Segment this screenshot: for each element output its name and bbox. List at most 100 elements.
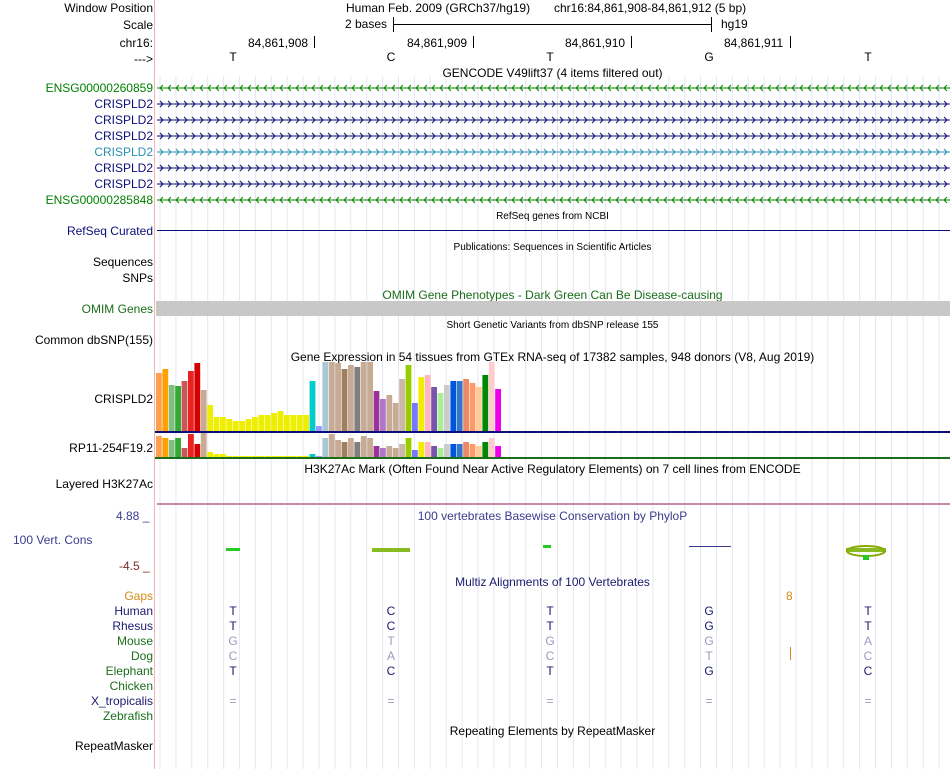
ruler-tick [790,36,791,48]
gtex-bar-crispld2 [258,415,265,431]
gene-feature[interactable] [157,180,950,188]
phylop-signal[interactable] [155,536,950,566]
ruler-tick [631,36,632,48]
gene-feature[interactable] [157,84,950,92]
h3k27ac-label[interactable]: Layered H3K27Ac [55,477,153,491]
gene-label[interactable]: ENSG00000260859 [45,81,153,95]
gtex-bar-crispld2 [226,419,233,431]
base-letter: G [704,50,714,64]
dbsnp-label[interactable]: Common dbSNP(155) [34,333,153,347]
gtex-gene2-label[interactable]: RP11-254F19.2 [69,441,153,455]
publications-title[interactable]: Publications: Sequences in Scientific Ar… [453,242,652,253]
gene-label[interactable]: CRISPLD2 [94,177,153,191]
refseq-label[interactable]: RefSeq Curated [66,224,153,238]
gene-feature[interactable] [157,132,950,140]
gtex-gene1-label[interactable]: CRISPLD2 [94,392,153,406]
gencode-title[interactable]: GENCODE V49lift37 (4 items filtered out) [442,66,663,80]
gtex-bar-rp11 [431,446,437,458]
gene-label[interactable]: ENSG00000285848 [45,193,153,207]
h3k27ac-signal[interactable] [157,503,950,505]
gene-feature[interactable] [157,164,950,172]
base-letter: T [864,50,872,64]
gtex-bar-rp11 [392,448,399,458]
gene-feature[interactable] [157,116,950,124]
aligned-base: T [546,619,554,633]
gaps-label[interactable]: Gaps [124,589,153,603]
multiz-title[interactable]: Multiz Alignments of 100 Vertebrates [455,575,650,589]
gtex-bar-rp11 [194,444,201,458]
gtex-bar-rp11 [322,438,329,458]
phylop-label[interactable]: 100 Vert. Cons [13,533,93,547]
gtex-bar-crispld2 [367,362,373,431]
gene-feature[interactable] [157,148,950,156]
gtex-bar-crispld2 [194,363,201,431]
ruler-position: 84,861,910 [565,36,626,50]
h3k27ac-title[interactable]: H3K27Ac Mark (Often Found Near Active Re… [304,462,801,476]
ruler-tick [473,36,474,48]
gtex-bar-rp11 [156,436,162,458]
gtex-bar-rp11 [335,440,341,458]
ruler-position: 84,861,909 [407,36,468,50]
aligned-base: C [228,649,238,663]
gtex-bar-crispld2 [360,362,367,431]
refseq-line[interactable] [157,230,950,231]
gtex-bar-crispld2 [469,383,476,431]
gtex-bar-rp11 [412,450,418,458]
gtex-bar-rp11 [328,434,335,458]
species-label[interactable]: X_tropicalis [90,694,153,708]
gene-label[interactable]: CRISPLD2 [94,145,153,159]
species-label[interactable]: Elephant [105,664,153,678]
gtex-bar-crispld2 [354,367,361,431]
gtex-bar-rp11 [469,444,476,458]
snps-label[interactable]: SNPs [122,271,153,285]
phylop-title[interactable]: 100 vertebrates Basewise Conservation by… [417,509,688,523]
gtex-bar-crispld2 [405,365,412,431]
omim-label[interactable]: OMIM Genes [81,302,153,316]
repeatmasker-title[interactable]: Repeating Elements by RepeatMasker [449,724,656,738]
species-label[interactable]: Rhesus [112,619,153,633]
gtex-bar-rp11 [367,438,373,458]
aligned-base: C [863,649,873,663]
gene-label[interactable]: CRISPLD2 [94,97,153,111]
gtex-bar-rp11 [360,436,367,458]
gtex-bar-rp11 [207,452,213,458]
omim-title[interactable]: OMIM Gene Phenotypes - Dark Green Can Be… [382,288,723,302]
gtex-bar-crispld2 [495,389,501,431]
species-label[interactable]: Human [114,604,153,618]
aligned-base: = [546,694,554,708]
gtex-bar-crispld2 [264,415,271,431]
refseq-title[interactable]: RefSeq genes from NCBI [496,211,609,222]
gtex-bar-rp11 [456,444,463,458]
omim-bar[interactable] [156,301,950,316]
repeatmasker-label[interactable]: RepeatMasker [74,739,153,753]
aligned-base: C [386,604,396,618]
gene-feature[interactable] [157,196,950,204]
gtex-bar-crispld2 [450,381,457,431]
gene-label[interactable]: CRISPLD2 [94,129,153,143]
gtex-title[interactable]: Gene Expression in 54 tissues from GTEx … [290,350,815,364]
species-label[interactable]: Chicken [109,679,153,693]
gene-label[interactable]: CRISPLD2 [94,113,153,127]
gtex-bar-rp11 [386,446,393,458]
gtex-bar-crispld2 [188,371,194,431]
sequences-label[interactable]: Sequences [92,255,153,269]
gtex-bar-crispld2 [322,362,329,431]
species-label[interactable]: Dog [130,649,153,663]
gtex-bar-crispld2 [309,381,316,431]
species-label[interactable]: Zebrafish [102,709,153,723]
gene-label[interactable]: CRISPLD2 [94,161,153,175]
gtex-chart[interactable] [155,362,950,462]
aligned-base: C [545,649,555,663]
gene-feature[interactable] [157,100,950,108]
gtex-bar-crispld2 [386,395,393,431]
species-label[interactable]: Mouse [116,634,153,648]
gtex-bar-crispld2 [220,417,226,431]
gtex-bar-crispld2 [456,381,463,431]
gtex-bar-rp11 [354,442,361,458]
gtex-bar-crispld2 [341,369,348,431]
dbsnp-title[interactable]: Short Genetic Variants from dbSNP releas… [446,320,659,331]
dog-gap-marker [790,647,791,660]
gtex-bar-crispld2 [213,417,220,431]
gtex-bar-crispld2 [271,413,277,431]
label-divider [154,0,155,769]
